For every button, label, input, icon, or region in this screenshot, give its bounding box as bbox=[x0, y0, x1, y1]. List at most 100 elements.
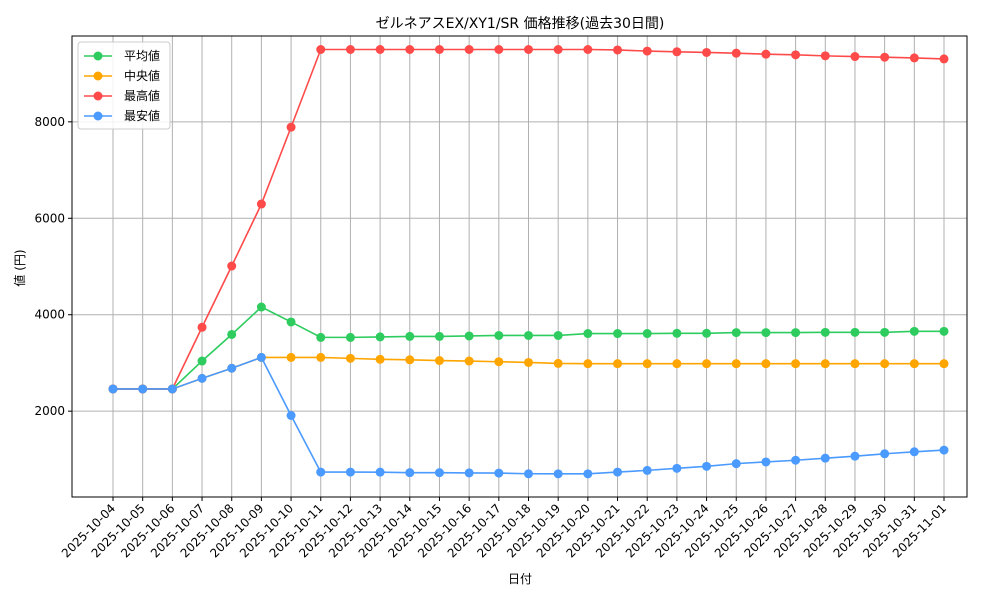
legend-label: 中央値 bbox=[124, 68, 160, 83]
data-point bbox=[672, 47, 682, 57]
data-point bbox=[256, 199, 266, 209]
x-axis-title: 日付 bbox=[508, 572, 532, 586]
data-point bbox=[494, 330, 504, 340]
data-point bbox=[434, 356, 444, 366]
legend-marker bbox=[93, 111, 103, 121]
data-point bbox=[642, 359, 652, 369]
data-point bbox=[672, 328, 682, 338]
data-point bbox=[702, 328, 712, 338]
data-point bbox=[731, 359, 741, 369]
data-point bbox=[583, 45, 593, 55]
data-point bbox=[583, 469, 593, 479]
data-point bbox=[939, 359, 949, 369]
data-point bbox=[761, 457, 771, 467]
y-tick-label: 4000 bbox=[34, 308, 65, 322]
data-point bbox=[524, 357, 533, 367]
data-point bbox=[434, 331, 444, 341]
data-point bbox=[524, 330, 533, 340]
data-point bbox=[642, 465, 652, 475]
legend-marker bbox=[93, 91, 103, 101]
data-point bbox=[909, 447, 919, 457]
data-point bbox=[880, 327, 890, 337]
data-point bbox=[731, 328, 741, 338]
data-point bbox=[791, 50, 801, 60]
legend-label: 最高値 bbox=[124, 88, 160, 103]
data-point bbox=[761, 359, 771, 369]
data-point bbox=[642, 329, 652, 339]
data-point bbox=[138, 384, 148, 394]
data-point bbox=[167, 384, 177, 394]
data-point bbox=[524, 45, 533, 55]
data-point bbox=[850, 327, 860, 337]
data-point bbox=[405, 468, 415, 478]
data-point bbox=[286, 122, 296, 132]
data-point bbox=[613, 329, 623, 339]
data-point bbox=[761, 328, 771, 338]
data-point bbox=[820, 453, 830, 463]
data-point bbox=[909, 326, 919, 336]
data-point bbox=[909, 53, 919, 63]
data-point bbox=[583, 359, 593, 369]
data-point bbox=[880, 449, 890, 459]
data-point bbox=[464, 45, 474, 55]
data-point bbox=[613, 359, 623, 369]
data-point bbox=[553, 358, 563, 368]
data-point bbox=[820, 51, 830, 61]
data-point bbox=[375, 354, 385, 364]
data-point bbox=[464, 468, 474, 478]
legend-marker bbox=[93, 71, 103, 81]
data-point bbox=[256, 352, 266, 362]
y-tick-label: 2000 bbox=[34, 404, 65, 418]
data-point bbox=[880, 359, 890, 369]
data-point bbox=[494, 45, 504, 55]
data-point bbox=[939, 54, 949, 64]
data-point bbox=[613, 45, 623, 55]
data-point bbox=[494, 468, 504, 478]
data-point bbox=[108, 384, 118, 394]
data-point bbox=[316, 467, 326, 477]
series-3 bbox=[108, 352, 949, 479]
data-point bbox=[227, 363, 237, 373]
data-point bbox=[672, 463, 682, 473]
data-point bbox=[672, 359, 682, 369]
data-point bbox=[553, 45, 563, 55]
y-tick-label: 6000 bbox=[34, 211, 65, 225]
data-point bbox=[909, 359, 919, 369]
data-point bbox=[256, 302, 266, 312]
y-axis: 2000 4000 6000 8000 bbox=[34, 115, 72, 418]
data-point bbox=[345, 467, 355, 477]
data-point bbox=[286, 352, 296, 362]
data-point bbox=[820, 327, 830, 337]
data-point bbox=[850, 52, 860, 62]
data-point bbox=[197, 373, 207, 383]
data-point bbox=[880, 52, 890, 62]
chart-title: ゼルネアスEX/XY1/SR 価格推移(過去30日間) bbox=[376, 16, 665, 32]
data-point bbox=[227, 329, 237, 339]
data-point bbox=[820, 359, 830, 369]
plot-frame bbox=[71, 35, 968, 498]
data-point bbox=[197, 322, 207, 332]
legend-box bbox=[77, 41, 171, 130]
data-point bbox=[286, 411, 296, 421]
data-point bbox=[791, 328, 801, 338]
data-point bbox=[939, 445, 949, 455]
data-point bbox=[642, 46, 652, 56]
data-point bbox=[227, 261, 237, 271]
data-point bbox=[702, 47, 712, 57]
data-point bbox=[791, 455, 801, 465]
data-point bbox=[345, 353, 355, 363]
series-group bbox=[108, 45, 949, 479]
legend-marker bbox=[93, 51, 103, 61]
data-point bbox=[316, 45, 326, 55]
y-axis-title: 値 (円) bbox=[12, 249, 27, 286]
data-point bbox=[524, 469, 533, 479]
data-point bbox=[583, 329, 593, 339]
data-point bbox=[434, 45, 444, 55]
grid bbox=[72, 36, 967, 497]
data-point bbox=[434, 468, 444, 478]
data-point bbox=[345, 332, 355, 342]
data-point bbox=[702, 461, 712, 471]
data-point bbox=[939, 326, 949, 336]
